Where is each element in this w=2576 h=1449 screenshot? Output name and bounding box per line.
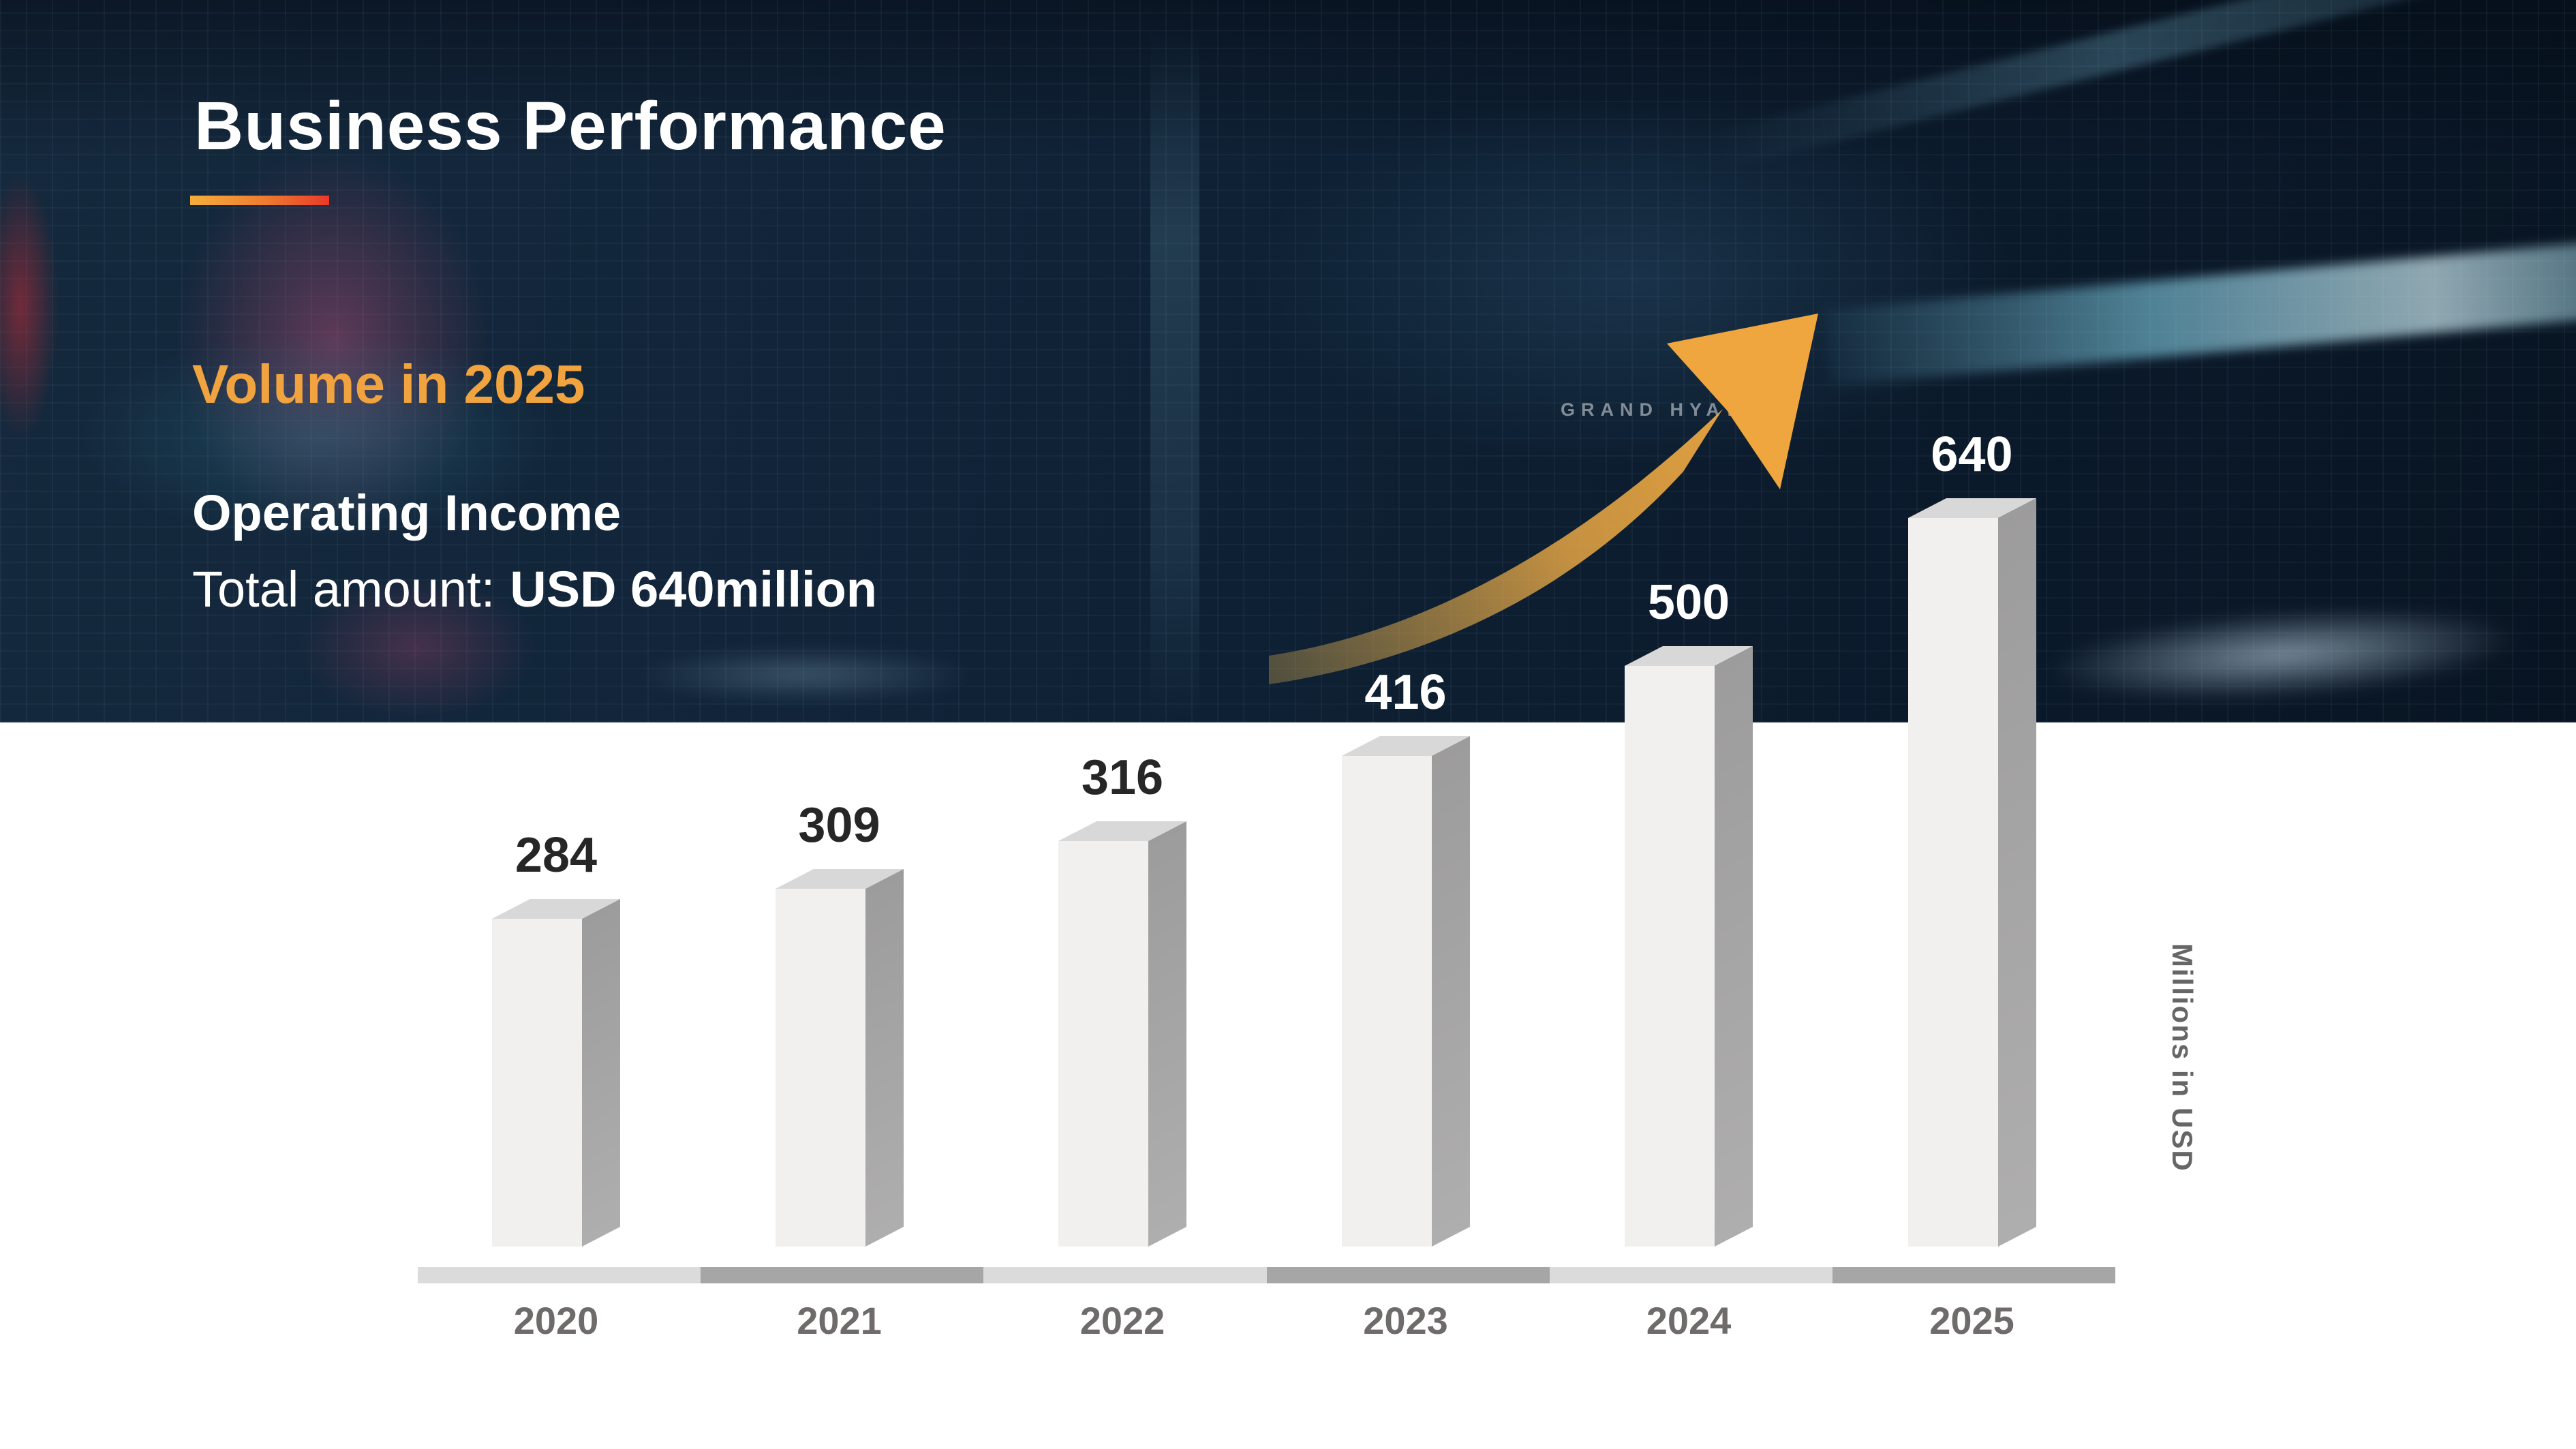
background-teal-glow <box>0 286 661 586</box>
category-label-2020: 2020 <box>513 1299 599 1342</box>
page-title: Business Performance <box>194 88 947 164</box>
bar-value-label-2022: 316 <box>1081 750 1164 805</box>
background-tower-beam <box>1150 27 1199 722</box>
metric-label: Operating Income <box>192 485 622 541</box>
category-label-2023: 2023 <box>1363 1299 1448 1342</box>
category-label-2025: 2025 <box>1929 1299 2014 1342</box>
baseline-strip-segment-2023 <box>1266 1267 1550 1283</box>
bar-front-face-2024 <box>1625 666 1715 1247</box>
bar-value-label-2023: 416 <box>1364 665 1447 720</box>
bar-value-label-2020: 284 <box>515 828 598 883</box>
bar-value-label-2025: 640 <box>1931 427 2013 482</box>
total-amount-line: Total amount: USD 640million <box>192 560 877 618</box>
category-label-2021: 2021 <box>797 1299 882 1342</box>
background-pink-glow <box>109 68 559 613</box>
baseline-strip-segment-2022 <box>983 1267 1267 1283</box>
bar-side-face-2024 <box>1715 645 1753 1247</box>
baseline-strip-segment-2020 <box>418 1267 701 1283</box>
baseline-strip-segment-2021 <box>701 1267 984 1283</box>
category-label-2024: 2024 <box>1646 1299 1732 1342</box>
bar-side-face-2021 <box>865 868 904 1247</box>
baseline-strip-segment-2024 <box>1549 1267 1833 1283</box>
bar-value-label-2024: 500 <box>1647 575 1730 630</box>
bar-front-face-2020 <box>492 919 582 1247</box>
bar-front-face-2022 <box>1058 841 1148 1247</box>
background-road-glow-left <box>559 634 1049 716</box>
baseline-strip-segment-2025 <box>1833 1267 2116 1283</box>
total-amount-value: USD 640million <box>510 561 877 617</box>
bar-front-face-2021 <box>775 889 865 1247</box>
background-red-edge-glow <box>0 116 75 498</box>
category-label-2022: 2022 <box>1079 1299 1165 1342</box>
subtitle-volume: Volume in 2025 <box>192 354 585 414</box>
bar-value-label-2021: 309 <box>798 798 880 853</box>
bar-side-face-2025 <box>1997 498 2036 1247</box>
bar-side-face-2023 <box>1431 735 1470 1247</box>
title-underline <box>190 196 329 205</box>
city-background-image: GRAND HYATT <box>0 0 2576 722</box>
bar-side-face-2020 <box>582 898 620 1247</box>
y-axis-label: Millions in USD <box>2166 943 2198 1172</box>
bar-front-face-2023 <box>1341 756 1432 1247</box>
background-sky-glow <box>1104 20 2167 538</box>
bar-side-face-2022 <box>1148 821 1186 1247</box>
bar-front-face-2025 <box>1907 518 1998 1247</box>
total-amount-prefix: Total amount: <box>192 561 495 617</box>
background-pink-glow-lower <box>245 545 586 722</box>
